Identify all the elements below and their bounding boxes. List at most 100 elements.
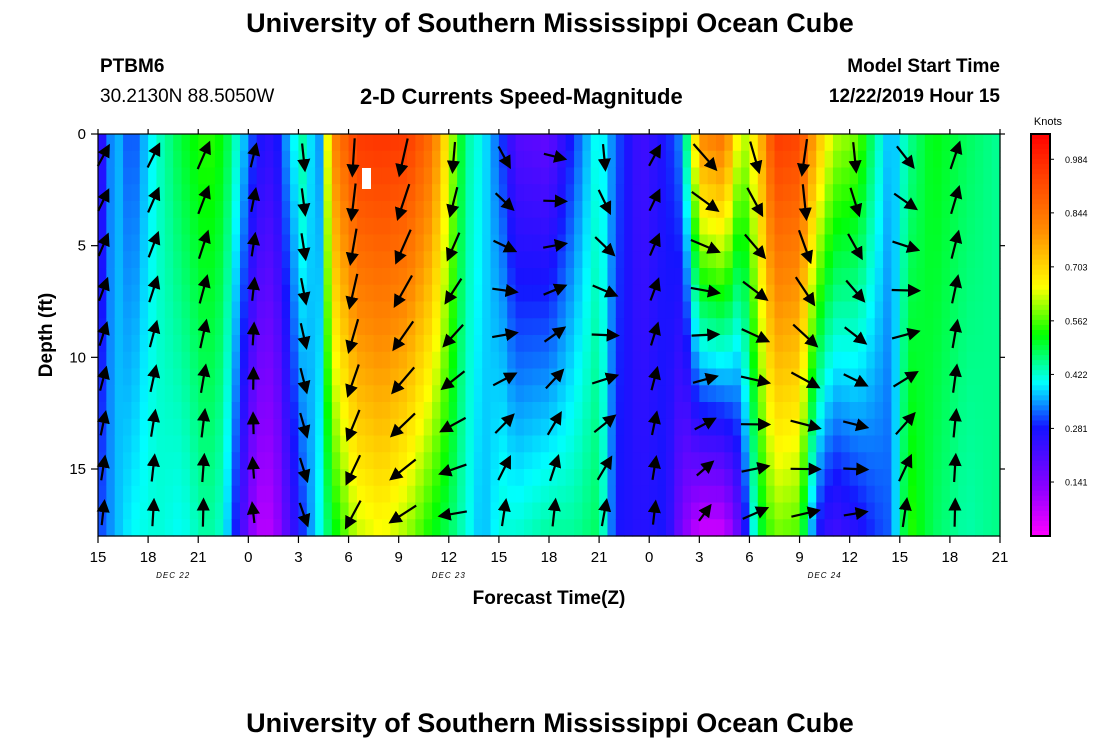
heatmap-cell xyxy=(924,368,934,386)
heatmap-cell xyxy=(381,335,391,353)
heatmap-cell xyxy=(148,167,158,185)
heatmap-cell xyxy=(766,201,776,219)
heatmap-cell xyxy=(131,435,141,453)
heatmap-cell xyxy=(281,217,291,236)
heatmap-cell xyxy=(741,418,751,437)
heatmap-cell xyxy=(356,217,366,236)
heatmap-cell xyxy=(774,435,784,453)
heatmap-cell xyxy=(398,318,408,336)
heatmap-cell xyxy=(707,184,717,202)
colorbar-cell xyxy=(1031,510,1050,517)
heatmap-cell xyxy=(331,368,341,386)
heatmap-cell xyxy=(757,435,767,453)
heatmap-cell xyxy=(690,519,700,537)
heatmap-cell xyxy=(782,234,792,252)
heatmap-cell xyxy=(707,351,717,370)
heatmap-cell xyxy=(231,385,241,403)
heatmap-cell xyxy=(615,519,625,537)
heatmap-cell xyxy=(256,234,266,252)
heatmap-cell xyxy=(799,368,809,386)
heatmap-cell xyxy=(407,418,416,437)
heatmap-cell xyxy=(883,318,893,336)
colorbar-title: Knots xyxy=(1034,116,1063,128)
heatmap-cell xyxy=(749,150,759,169)
heatmap-cell xyxy=(657,435,667,453)
heatmap-cell xyxy=(891,402,901,420)
current-vector xyxy=(197,229,211,260)
heatmap-cell xyxy=(498,351,508,370)
heatmap-cell xyxy=(498,284,508,303)
heatmap-cell xyxy=(273,385,283,403)
heatmap-cell xyxy=(632,418,642,437)
heatmap-cell xyxy=(849,485,859,504)
heatmap-cell xyxy=(974,368,984,386)
heatmap-cell xyxy=(273,134,283,152)
heatmap-cell xyxy=(189,351,199,370)
heatmap-cell xyxy=(690,351,700,370)
heatmap-cell xyxy=(582,167,592,185)
heatmap-cell xyxy=(223,335,233,353)
heatmap-cell xyxy=(482,251,492,269)
heatmap-cell xyxy=(891,385,901,403)
heatmap-cell xyxy=(256,469,266,487)
heatmap-cell xyxy=(849,268,859,286)
heatmap-cell xyxy=(565,268,575,286)
heatmap-cell xyxy=(348,351,358,370)
heatmap-cell xyxy=(732,502,742,520)
heatmap-cell xyxy=(824,452,834,470)
heatmap-cell xyxy=(223,167,233,185)
heatmap-cell xyxy=(949,251,959,269)
colorbar-cell xyxy=(1031,420,1050,427)
heatmap-cell xyxy=(248,351,258,370)
heatmap-cell xyxy=(690,234,700,252)
colorbar-tick-label: 0.281 xyxy=(1065,424,1088,434)
heatmap-cell xyxy=(682,418,692,437)
heatmap-cell xyxy=(966,217,976,236)
heatmap-cell xyxy=(699,485,709,504)
heatmap-cell xyxy=(707,301,717,319)
heatmap-cell xyxy=(139,268,149,286)
colorbar-cell xyxy=(1031,284,1050,291)
heatmap-cell xyxy=(340,385,350,403)
heatmap-cell xyxy=(123,301,133,319)
heatmap-cell xyxy=(974,385,984,403)
heatmap-cell xyxy=(549,284,558,303)
heatmap-cell xyxy=(741,519,751,537)
heatmap-cell xyxy=(599,301,609,319)
heatmap-cell xyxy=(565,150,575,169)
heatmap-cell xyxy=(649,519,659,537)
heatmap-cell xyxy=(774,201,784,219)
heatmap-cell xyxy=(523,335,533,353)
current-vector xyxy=(345,409,361,442)
heatmap-cell xyxy=(465,167,475,185)
heatmap-cell xyxy=(415,402,425,420)
heatmap-cell xyxy=(373,150,383,169)
heatmap-cell xyxy=(423,150,433,169)
heatmap-cell xyxy=(490,402,500,420)
current-vector xyxy=(297,143,311,173)
heatmap-cell xyxy=(849,301,859,319)
heatmap-cell xyxy=(582,435,592,453)
heatmap-cell xyxy=(665,234,675,252)
heatmap-cell xyxy=(832,335,842,353)
heatmap-cell xyxy=(974,469,984,487)
heatmap-cell xyxy=(724,368,734,386)
heatmap-cell xyxy=(123,418,133,437)
heatmap-cell xyxy=(306,234,316,252)
heatmap-cell xyxy=(248,519,258,537)
heatmap-cell xyxy=(582,234,592,252)
heatmap-cell xyxy=(958,519,968,537)
heatmap-cell xyxy=(340,368,350,386)
x-tick-label: 0 xyxy=(244,549,252,566)
heatmap-cell xyxy=(123,485,133,504)
heatmap-cell xyxy=(482,268,492,286)
heatmap-cell xyxy=(156,184,166,202)
heatmap-cell xyxy=(173,485,183,504)
heatmap-cell xyxy=(114,335,124,353)
heatmap-cell xyxy=(381,385,391,403)
heatmap-cell xyxy=(557,435,567,453)
heatmap-cell xyxy=(858,402,867,420)
heatmap-cell xyxy=(106,217,116,236)
heatmap-cell xyxy=(540,335,550,353)
heatmap-cell xyxy=(532,184,542,202)
